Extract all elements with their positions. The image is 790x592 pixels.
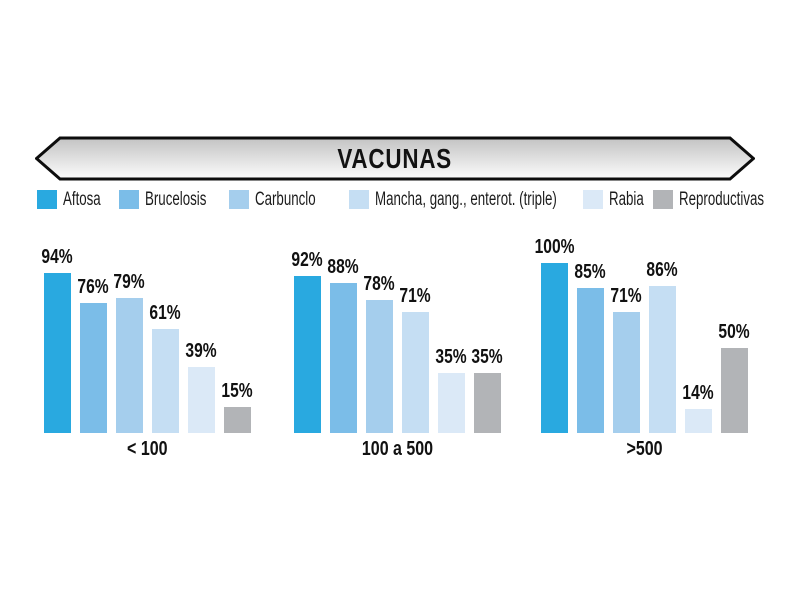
bar-value-group3-series1: 100%	[534, 235, 575, 258]
category-label-2: 100 a 500	[361, 438, 434, 460]
legend-label-5: Rabia	[609, 189, 644, 210]
legend-swatch-5	[583, 190, 603, 209]
bar-value-group1-series3: 79%	[113, 271, 146, 294]
title-banner: VACUNAS	[35, 136, 755, 181]
bar-group2-series4	[402, 311, 429, 433]
bar-value-group1-series4: 61%	[149, 301, 182, 324]
category-label-3: >500	[626, 438, 663, 460]
bar-group1-series4	[152, 328, 179, 433]
bar-value-group3-series2: 85%	[574, 261, 607, 284]
legend-label-3: Carbunclo	[255, 189, 316, 210]
bar-value-group1-series2: 76%	[77, 276, 110, 299]
bar-group1-series2	[80, 303, 107, 433]
bar-value-group1-series5: 39%	[185, 339, 218, 362]
bar-group1-series1	[44, 272, 71, 433]
bar-value-group3-series3: 71%	[610, 284, 643, 307]
bar-value-group2-series4: 71%	[399, 284, 432, 307]
legend-label-2: Brucelosis	[145, 189, 207, 210]
banner-shape	[35, 136, 755, 181]
bar-group2-series1	[294, 276, 321, 433]
legend-swatch-4	[349, 190, 369, 209]
bar-group3-series3	[613, 311, 640, 433]
legend-swatch-6	[653, 190, 673, 209]
bar-group2-series3	[366, 300, 393, 433]
legend-label-4: Mancha, gang., enterot. (triple)	[375, 189, 557, 210]
bar-group1-series3	[116, 298, 143, 433]
bar-value-group3-series4: 86%	[646, 259, 679, 282]
legend-label-1: Aftosa	[63, 189, 101, 210]
bar-value-group3-series6: 50%	[718, 320, 751, 343]
bar-group3-series6	[721, 347, 748, 433]
legend-swatch-1	[37, 190, 57, 209]
bar-value-group2-series5: 35%	[435, 346, 468, 369]
bar-value-group1-series6: 15%	[221, 380, 254, 403]
bar-group3-series4	[649, 286, 676, 433]
bar-value-group1-series1: 94%	[41, 245, 74, 268]
bar-group2-series5	[438, 373, 465, 433]
bar-group2-series6	[474, 373, 501, 433]
bar-value-group2-series1: 92%	[291, 249, 324, 272]
bar-value-group2-series6: 35%	[471, 346, 504, 369]
bar-group3-series2	[577, 288, 604, 433]
bar-group2-series2	[330, 282, 357, 433]
bar-value-group2-series2: 88%	[327, 255, 360, 278]
bar-group1-series5	[188, 366, 215, 433]
bar-group3-series1	[541, 262, 568, 433]
bar-group1-series6	[224, 407, 251, 433]
legend-swatch-2	[119, 190, 139, 209]
bar-group3-series5	[685, 409, 712, 433]
category-label-1: < 100	[127, 438, 168, 460]
bar-value-group3-series5: 14%	[682, 382, 715, 405]
legend-swatch-3	[229, 190, 249, 209]
chart-title: VACUNAS	[337, 142, 453, 174]
bar-value-group2-series3: 78%	[363, 273, 396, 295]
legend-label-6: Reproductivas	[679, 189, 765, 210]
